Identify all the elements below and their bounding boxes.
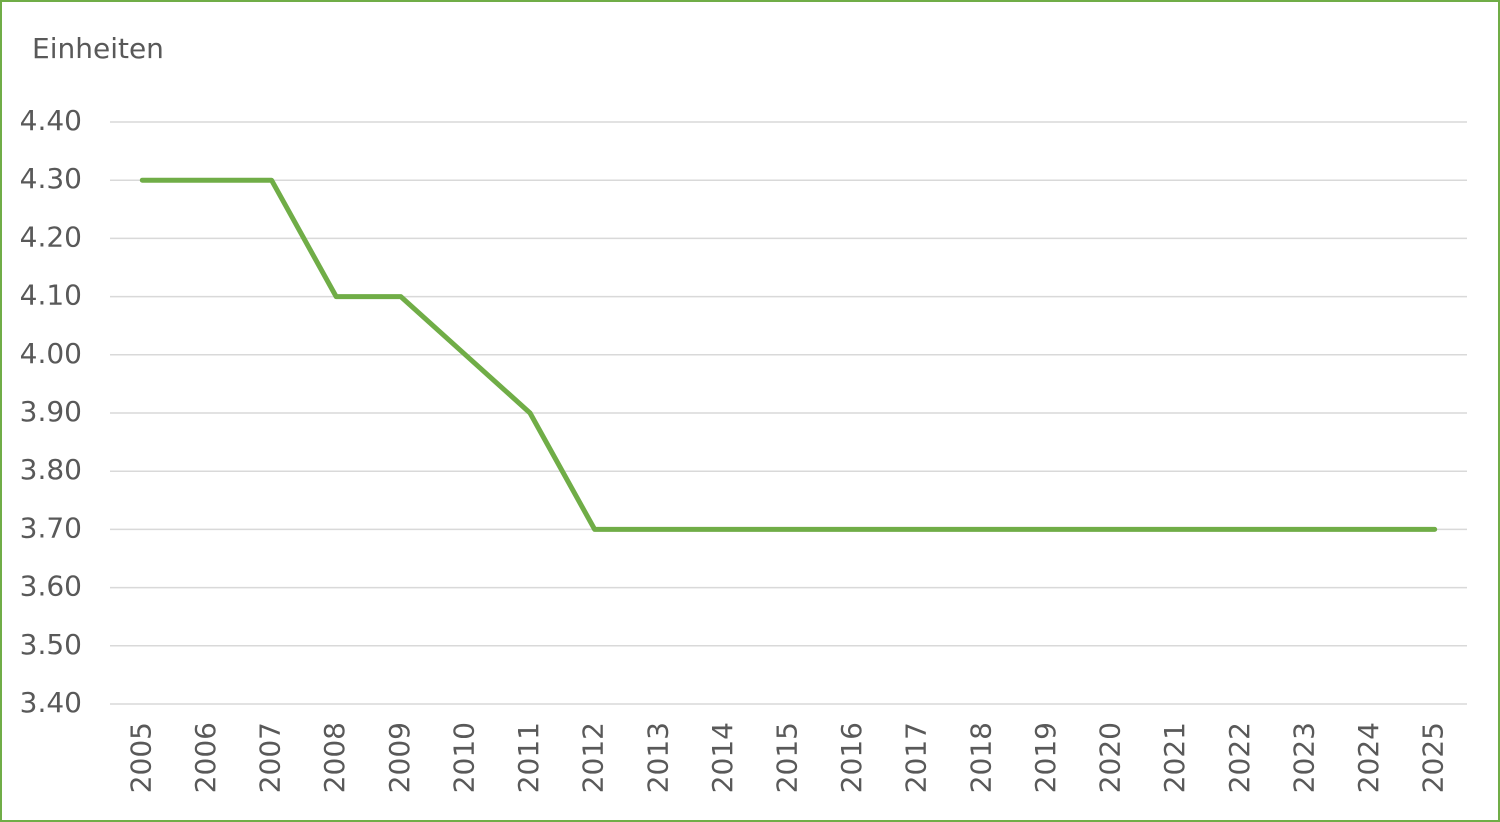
- y-tick-label: 3.50: [20, 628, 82, 661]
- x-tick-label: 2020: [1094, 722, 1127, 793]
- y-tick-label: 4.20: [20, 220, 82, 253]
- x-tick-label: 2013: [641, 722, 674, 793]
- x-tick-label: 2021: [1158, 722, 1191, 793]
- data-line: [139, 177, 1438, 532]
- y-tick-label: 3.80: [20, 453, 82, 486]
- x-tick-label: 2012: [577, 722, 610, 793]
- y-tick-label: 3.90: [20, 395, 82, 428]
- x-tick-label: 2007: [254, 722, 287, 793]
- x-tick-label: 2015: [771, 722, 804, 793]
- x-tick-label: 2011: [512, 722, 545, 793]
- x-tick-label: 2016: [835, 722, 868, 793]
- x-tick-label: 2025: [1417, 722, 1450, 793]
- x-tick-label: 2014: [706, 722, 739, 793]
- y-tick-label: 3.40: [20, 686, 82, 719]
- y-tick-label: 4.00: [20, 337, 82, 370]
- x-tick-label: 2005: [124, 722, 157, 793]
- x-tick-label: 2009: [383, 722, 416, 793]
- x-tick-label: 2023: [1287, 722, 1320, 793]
- y-axis-title: Einheiten: [32, 32, 164, 65]
- x-tick-label: 2006: [189, 722, 222, 793]
- y-tick-label: 4.30: [20, 162, 82, 195]
- x-tick-label: 2008: [318, 722, 351, 793]
- x-tick-label: 2018: [964, 722, 997, 793]
- y-tick-label: 4.10: [20, 279, 82, 312]
- x-tick-label: 2019: [1029, 722, 1062, 793]
- y-tick-label: 4.40: [20, 104, 82, 137]
- x-tick-label: 2010: [447, 722, 480, 793]
- x-tick-label: 2022: [1223, 722, 1256, 793]
- y-tick-label: 3.60: [20, 570, 82, 603]
- y-tick-label: 3.70: [20, 511, 82, 544]
- x-tick-label: 2017: [900, 722, 933, 793]
- x-tick-label: 2024: [1352, 722, 1385, 793]
